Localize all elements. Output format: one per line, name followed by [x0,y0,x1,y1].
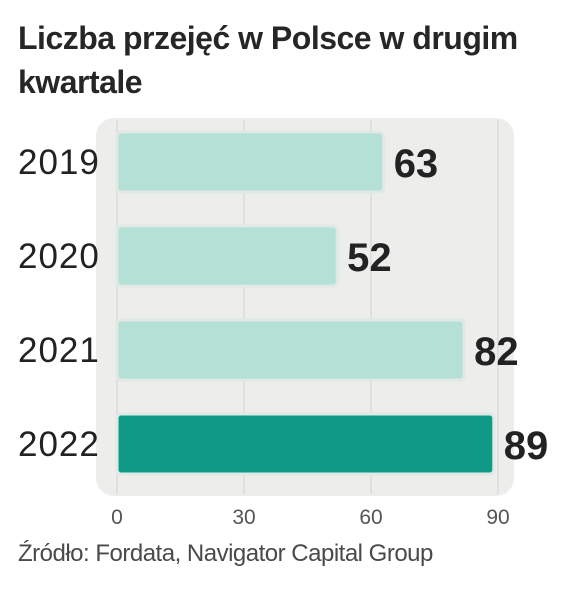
value-label-2019: 63 [394,142,439,186]
category-label-2020: 2020 [18,237,100,276]
bar-2019 [115,130,386,194]
x-tick-label-0: 0 [111,506,123,529]
source-note: Źródło: Fordata, Navigator Capital Group [18,540,433,567]
category-label-2022: 2022 [18,425,100,464]
x-tick-label-90: 90 [486,506,509,529]
value-label-2020: 52 [347,236,392,280]
bar-2020 [115,224,339,288]
x-tick-label-30: 30 [232,506,255,529]
category-label-2019: 2019 [18,143,100,182]
plot-panel [96,118,514,496]
value-label-2022: 89 [504,424,549,468]
x-tick-label-60: 60 [359,506,382,529]
bar-2022 [115,412,496,476]
category-label-2021: 2021 [18,331,100,370]
value-label-2021: 82 [474,330,518,374]
bar-2021 [115,318,466,382]
chart-title: Liczba przejęć w Polsce w drugim kwartal… [18,20,518,100]
